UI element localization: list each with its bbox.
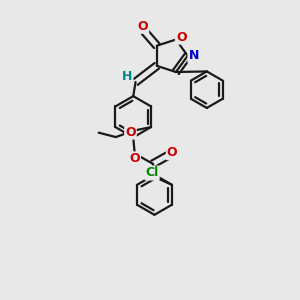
Text: Cl: Cl [146, 167, 159, 179]
Text: O: O [125, 126, 136, 139]
Text: H: H [122, 70, 133, 83]
Text: O: O [129, 152, 140, 165]
Text: O: O [138, 20, 148, 33]
Text: O: O [176, 31, 187, 44]
Text: N: N [188, 49, 199, 62]
Text: O: O [167, 146, 177, 159]
